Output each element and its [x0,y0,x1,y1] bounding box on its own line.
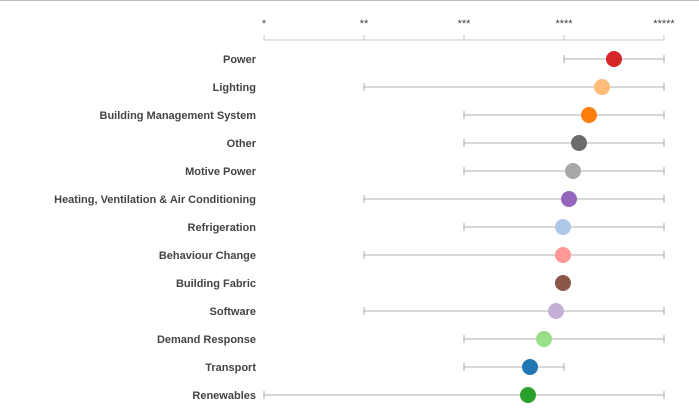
category-label: Power [223,54,257,66]
data-point [561,191,577,207]
data-point [606,51,622,67]
chart-row: Demand Response [157,331,665,347]
category-label: Building Management System [100,110,257,122]
category-label: Transport [205,362,256,374]
chart-row: Behaviour Change [159,247,665,263]
chart-row: Building Management System [100,107,665,123]
data-point [555,247,571,263]
category-label: Lighting [213,82,256,94]
category-label: Demand Response [157,334,256,346]
category-label: Other [227,138,257,150]
category-label: Building Fabric [176,278,256,290]
data-point [555,219,571,235]
x-tick-label: * [262,18,267,30]
category-label: Motive Power [185,166,257,178]
chart-row: Motive Power [185,163,665,179]
chart-row: Heating, Ventilation & Air Conditioning [54,191,665,207]
chart-row: Renewables [192,387,665,403]
data-point [594,79,610,95]
data-point [520,387,536,403]
data-point [581,107,597,123]
category-label: Renewables [192,390,256,402]
chart-row: Power [223,51,665,67]
x-tick-label: ***** [653,18,675,30]
data-point [522,359,538,375]
data-point [536,331,552,347]
category-label: Software [210,306,256,318]
chart-row: Refrigeration [188,219,665,235]
chart-row: Software [210,303,665,319]
data-point [565,163,581,179]
data-point [555,275,571,291]
category-label: Heating, Ventilation & Air Conditioning [54,194,256,206]
x-tick-label: ** [360,18,369,30]
x-tick-label: **** [555,18,573,30]
data-point [571,135,587,151]
data-point [548,303,564,319]
chart-row: Lighting [213,79,665,95]
category-label: Behaviour Change [159,250,256,262]
x-axis: * ** *** **** ***** [262,18,675,41]
category-label: Refrigeration [188,222,257,234]
x-tick-label: *** [458,18,472,30]
chart-rows: Power Lighting Building Management System O… [54,51,665,403]
chart-row: Other [227,135,665,151]
chart-row: Building Fabric [176,275,571,291]
chart-row: Transport [205,359,565,375]
